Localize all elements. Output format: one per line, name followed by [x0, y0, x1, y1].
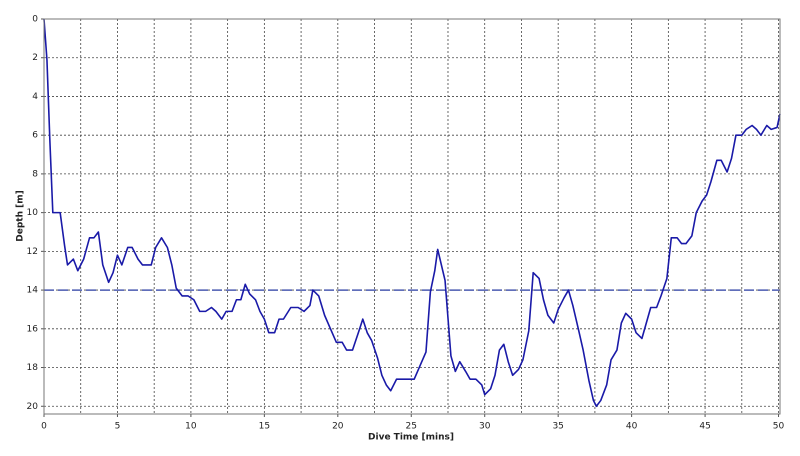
y-tick-label: 0 — [32, 15, 38, 25]
plot-border — [43, 18, 781, 415]
y-tick-label: 14 — [27, 286, 39, 296]
y-tick-label: 4 — [32, 92, 38, 102]
y-tick-label: 8 — [32, 169, 38, 179]
y-tick-label: 16 — [27, 324, 39, 334]
x-tick-label: 40 — [626, 422, 638, 432]
x-tick-label: 30 — [479, 422, 491, 432]
x-tick-label: 0 — [41, 422, 47, 432]
y-tick-label: 20 — [27, 402, 39, 412]
x-tick-label: 20 — [332, 422, 344, 432]
y-axis-title: Depth [m] — [16, 190, 26, 241]
depth-line — [43, 18, 781, 408]
y-tick-label: 18 — [27, 363, 39, 373]
x-tick-label: 25 — [406, 422, 417, 432]
x-tick-label: 35 — [552, 422, 563, 432]
x-tick-label: 15 — [259, 422, 270, 432]
y-tick-label: 2 — [32, 53, 38, 63]
x-tick-label: 5 — [115, 422, 121, 432]
y-tick-label: 10 — [27, 208, 39, 218]
x-tick-label: 50 — [773, 422, 785, 432]
y-tick-label: 12 — [27, 247, 38, 257]
y-tick-label: 6 — [32, 131, 38, 141]
x-axis-title: Dive Time [mins] — [368, 433, 454, 443]
x-tick-label: 45 — [699, 422, 710, 432]
x-tick-label: 10 — [185, 422, 197, 432]
plot-area — [44, 19, 780, 414]
